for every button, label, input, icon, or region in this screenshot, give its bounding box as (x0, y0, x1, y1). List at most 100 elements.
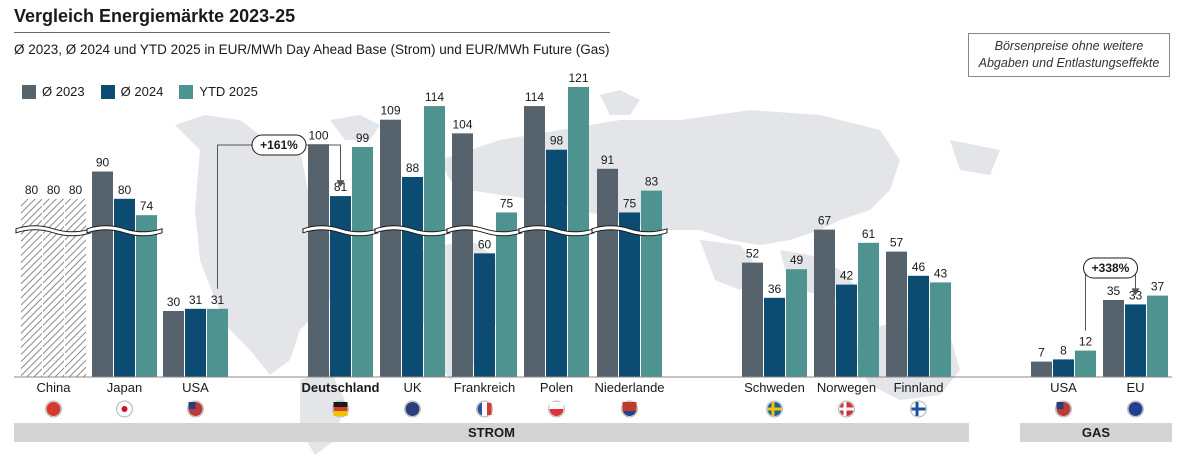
title-divider (14, 32, 610, 33)
bar-deutschland-3-s2 (352, 146, 373, 377)
cn-flag-icon (45, 400, 62, 418)
value-label-schweden-8-s1: 36 (768, 282, 782, 296)
value-label-schweden-8-s0: 52 (746, 247, 760, 261)
eu-flag-icon (1127, 400, 1144, 418)
value-label-frankreich-5-s0: 104 (452, 117, 472, 131)
bar-finnland-10-s1 (908, 275, 929, 377)
value-label-japan-1-s2: 74 (140, 199, 154, 213)
bar-finnland-10-s0 (886, 251, 907, 377)
note-line-1: Börsenpreise ohne weitere (994, 39, 1144, 53)
bar-deutschland-3-s0 (308, 144, 329, 377)
section-bars: STROM GAS (14, 423, 1172, 442)
value-label-niederlande-7-s0: 91 (601, 153, 615, 167)
annotation-arrow-1 (1131, 288, 1140, 296)
bar-china-0-s2 (65, 198, 86, 377)
bars-layer (21, 86, 1168, 378)
de-flag-icon (332, 400, 349, 418)
x-label-deutschland-3: Deutschland (301, 380, 379, 395)
legend-label-2025: YTD 2025 (199, 84, 258, 99)
value-label-deutschland-3-s2: 99 (356, 131, 370, 145)
bar-schweden-8-s2 (786, 269, 807, 377)
legend-swatch-2025 (179, 84, 194, 99)
value-label-usa-11-s1: 8 (1060, 343, 1067, 357)
axis-break-japan-1 (86, 225, 163, 237)
bar-norwegen-9-s2 (858, 242, 879, 377)
x-label-norwegen-9: Norwegen (817, 380, 876, 395)
legend: Ø 2023 Ø 2024 YTD 2025 (22, 84, 258, 99)
bar-usa-2-s1 (185, 308, 206, 377)
value-label-niederlande-7-s1: 75 (623, 196, 637, 210)
section-label-strom: STROM (468, 425, 515, 440)
value-label-japan-1-s1: 80 (118, 183, 132, 197)
bar-china-0-s0 (21, 198, 42, 377)
value-label-china-0-s0: 80 (25, 183, 39, 197)
value-label-norwegen-9-s1: 42 (840, 269, 854, 283)
bar-schweden-8-s1 (764, 297, 785, 377)
fr-flag-icon (476, 400, 493, 418)
axis-break-niederlande-7 (591, 225, 668, 237)
x-label-eu-12: EU (1126, 380, 1144, 395)
axis-breaks (15, 225, 668, 237)
value-label-uk-4-s2: 114 (425, 90, 444, 104)
x-label-usa-2: USA (182, 380, 209, 395)
bar-norwegen-9-s1 (836, 284, 857, 377)
bar-uk-4-s2 (424, 106, 445, 378)
annotation-pill-1 (1083, 257, 1138, 279)
us-flag-icon (1055, 400, 1072, 418)
bar-uk-4-s0 (380, 119, 401, 377)
value-label-schweden-8-s2: 49 (790, 253, 804, 267)
section-label-gas: GAS (1082, 425, 1111, 440)
no-flag-icon (838, 400, 855, 418)
us-flag-icon (187, 400, 204, 418)
axis-break-frankreich-5 (446, 225, 523, 237)
bar-usa-2-s0 (163, 311, 184, 377)
bar-usa-11-s1 (1053, 359, 1074, 377)
value-label-niederlande-7-s2: 83 (645, 175, 659, 189)
nl-flag-icon (621, 400, 638, 418)
annotation-label-0: +161% (260, 138, 298, 152)
annotation-label-1: +338% (1092, 261, 1130, 275)
legend-swatch-2023 (22, 84, 36, 99)
legend-item-2023: Ø 2023 (22, 84, 85, 99)
note-line-2: Abgaben und Entlastungseffekte (978, 56, 1160, 70)
x-label-polen-6: Polen (540, 380, 573, 395)
value-label-frankreich-5-s2: 75 (500, 196, 514, 210)
bar-usa-11-s2 (1075, 350, 1096, 377)
bar-polen-6-s0 (524, 106, 545, 378)
value-label-uk-4-s1: 88 (406, 161, 420, 175)
legend-item-2024: Ø 2024 (100, 84, 163, 99)
flags (45, 400, 1144, 418)
bar-eu-12-s2 (1147, 295, 1168, 377)
annotation-1: +338% (1083, 257, 1140, 331)
bar-niederlande-7-s0 (597, 168, 618, 377)
chart-subtitle: Ø 2023, Ø 2024 und YTD 2025 in EUR/MWh D… (14, 42, 610, 57)
bar-schweden-8-s0 (742, 262, 763, 377)
pl-flag-icon (548, 400, 565, 418)
value-label-polen-6-s0: 114 (525, 90, 544, 104)
value-label-china-0-s2: 80 (69, 183, 83, 197)
axis-break-china-0 (15, 225, 92, 237)
value-label-finnland-10-s0: 57 (890, 236, 904, 250)
x-label-japan-1: Japan (107, 380, 142, 395)
value-label-usa-2-s0: 30 (167, 295, 181, 309)
value-label-japan-1-s0: 90 (96, 156, 110, 170)
bar-polen-6-s1 (546, 149, 567, 377)
value-label-deutschland-3-s0: 100 (308, 128, 328, 142)
bar-norwegen-9-s0 (814, 229, 835, 377)
uk-flag-icon (404, 400, 421, 418)
value-label-eu-12-s0: 35 (1107, 284, 1121, 298)
axis-break-uk-4 (374, 225, 451, 237)
axis-break-deutschland-3 (302, 225, 379, 237)
x-label-uk-4: UK (403, 380, 421, 395)
x-label-finnland-10: Finnland (894, 380, 944, 395)
x-label-schweden-8: Schweden (744, 380, 805, 395)
value-label-norwegen-9-s0: 67 (818, 214, 832, 228)
bar-frankreich-5-s2 (496, 212, 517, 377)
value-label-usa-2-s1: 31 (189, 293, 203, 307)
value-label-finnland-10-s2: 43 (934, 266, 948, 280)
jp-flag-icon (116, 400, 133, 418)
x-label-china-0: China (37, 380, 72, 395)
annotations: +161% +338% (217, 134, 1140, 331)
value-labels: 8080809080743031311008199109881141046075… (25, 71, 1165, 360)
bar-niederlande-7-s2 (641, 190, 662, 377)
